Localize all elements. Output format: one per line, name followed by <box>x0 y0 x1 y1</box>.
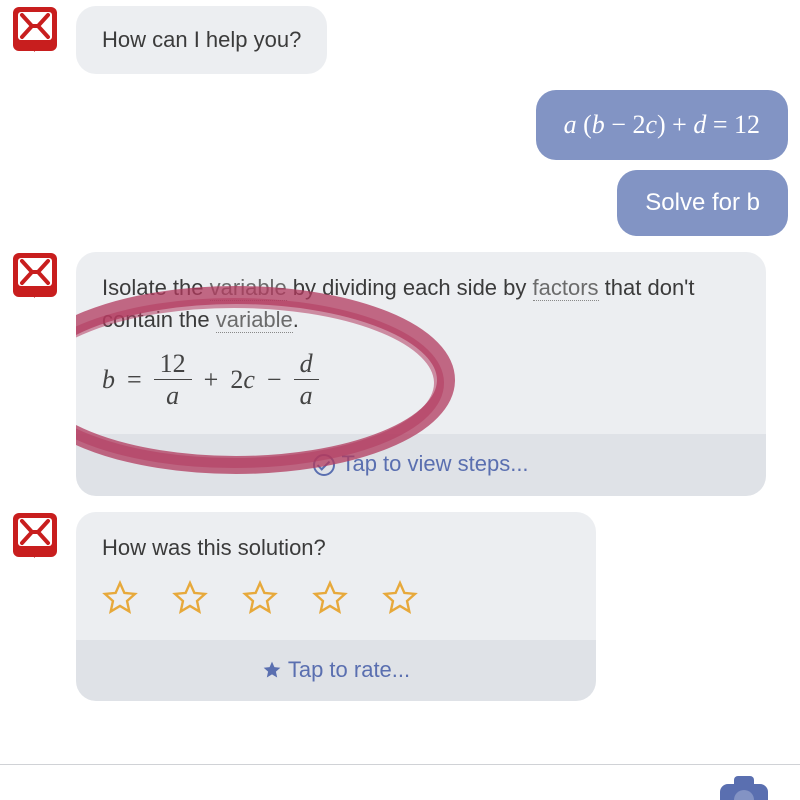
user-equation-row: a (b − 2c) + d = 12 <box>12 90 788 160</box>
star-filled-icon <box>262 657 282 677</box>
solution-card[interactable]: Isolate the variable by dividing each si… <box>76 252 766 495</box>
user-followup-bubble[interactable]: Solve for b <box>617 170 788 237</box>
rating-card: How was this solution? Tap to rate... <box>76 512 596 702</box>
term-factors[interactable]: factors <box>533 275 599 301</box>
rating-prompt-text: How was this solution? <box>102 535 326 560</box>
term-variable[interactable]: variable <box>210 275 287 301</box>
bot-avatar-icon <box>12 6 58 52</box>
tap-rate-button[interactable]: Tap to rate... <box>76 640 596 702</box>
eq-b: b <box>592 110 605 139</box>
star-4[interactable] <box>312 580 348 616</box>
bot-avatar-icon <box>12 512 58 558</box>
star-1[interactable] <box>102 580 138 616</box>
check-circle-icon <box>313 454 335 476</box>
star-2[interactable] <box>172 580 208 616</box>
eq-a: a <box>564 110 577 139</box>
solution-explanation: Isolate the variable by dividing each si… <box>102 275 695 333</box>
star-3[interactable] <box>242 580 278 616</box>
bot-greeting-bubble: How can I help you? <box>76 6 327 74</box>
rating-stars <box>102 580 570 616</box>
tap-steps-button[interactable]: Tap to view steps... <box>76 434 766 496</box>
bot-avatar-icon <box>12 252 58 298</box>
star-5[interactable] <box>382 580 418 616</box>
camera-icon[interactable] <box>716 772 772 800</box>
user-followup-row: Solve for b <box>12 170 788 237</box>
bot-greeting-text: How can I help you? <box>102 27 301 52</box>
term-variable-2[interactable]: variable <box>216 307 293 333</box>
eq-c: c <box>645 110 657 139</box>
bot-greeting-row: How can I help you? <box>12 6 788 74</box>
user-equation-bubble[interactable]: a (b − 2c) + d = 12 <box>536 90 788 160</box>
solution-equation: b = 12 a + 2c − d a <box>102 350 740 410</box>
eq-d: d <box>693 110 706 139</box>
user-followup-text: Solve for b <box>645 189 760 216</box>
bot-solution-row: Isolate the variable by dividing each si… <box>12 252 788 495</box>
bot-rating-row: How was this solution? Tap to rate... <box>12 512 788 702</box>
input-bar[interactable] <box>0 764 800 800</box>
